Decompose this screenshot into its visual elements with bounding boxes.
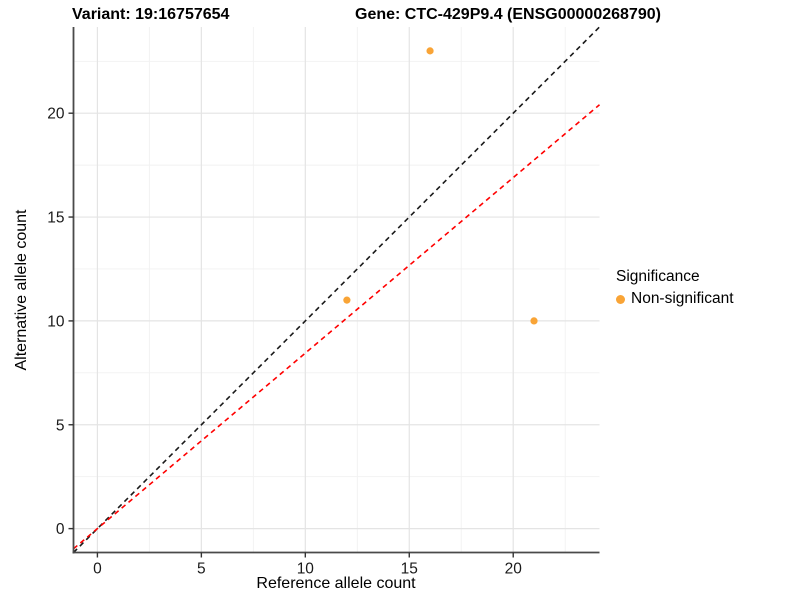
y-tick-label: 0 bbox=[56, 521, 65, 538]
legend-item-non-significant: Non-significant bbox=[616, 290, 734, 308]
x-tick-label: 0 bbox=[93, 561, 102, 578]
data-point bbox=[343, 296, 351, 304]
x-tick-label: 10 bbox=[297, 561, 315, 578]
x-tick-label: 20 bbox=[505, 561, 523, 578]
plot-title-gene: Gene: CTC-429P9.4 (ENSG00000268790) bbox=[355, 6, 661, 23]
expected-ratio-line bbox=[72, 104, 601, 550]
data-point bbox=[426, 47, 434, 55]
x-axis-label: Reference allele count bbox=[256, 575, 416, 592]
x-tick-label: 5 bbox=[197, 561, 206, 578]
legend-title: Significance bbox=[616, 268, 700, 285]
legend-item-label: Non-significant bbox=[631, 290, 734, 307]
x-tick-label: 15 bbox=[401, 561, 418, 578]
y-tick-label: 5 bbox=[56, 417, 65, 434]
y-tick-label: 20 bbox=[47, 106, 65, 123]
y-tick-label: 15 bbox=[47, 210, 64, 227]
plot-title-variant: Variant: 19:16757654 bbox=[72, 6, 230, 23]
y-tick-label: 10 bbox=[47, 313, 65, 330]
data-point bbox=[530, 317, 538, 325]
y-axis-label: Alternative allele count bbox=[13, 209, 30, 371]
legend-point-icon bbox=[616, 294, 625, 304]
identity-line bbox=[72, 26, 601, 554]
legend: Significance Non-significant bbox=[616, 268, 734, 308]
